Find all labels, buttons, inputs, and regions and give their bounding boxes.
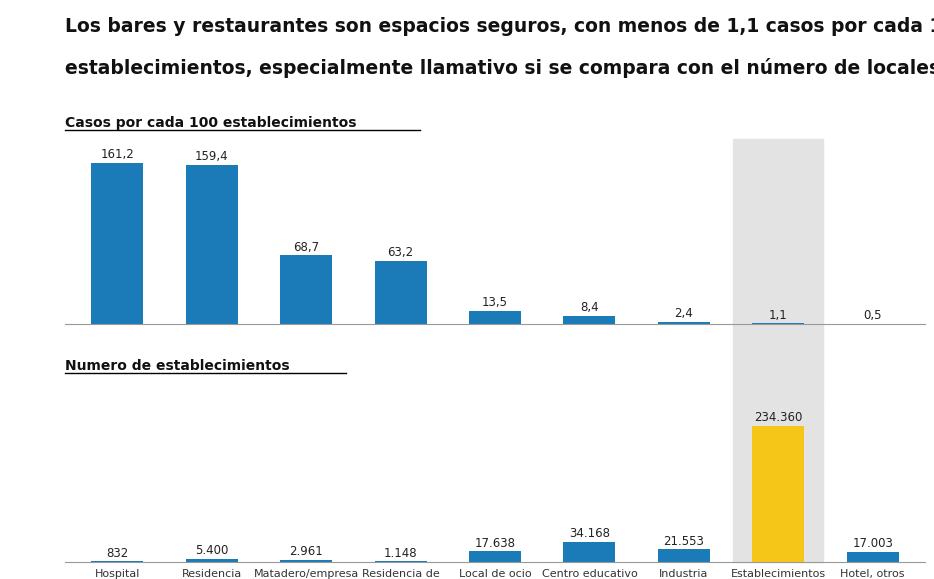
- Bar: [752, 323, 804, 324]
- Bar: [563, 316, 616, 324]
- Bar: [563, 542, 616, 562]
- Text: 8,4: 8,4: [580, 301, 599, 314]
- Text: 1.148: 1.148: [384, 547, 417, 559]
- Text: 13,5: 13,5: [482, 296, 508, 309]
- Text: 234.360: 234.360: [754, 412, 802, 424]
- Bar: [733, 405, 823, 562]
- Text: establecimientos, especialmente llamativo si se compara con el número de locales: establecimientos, especialmente llamativ…: [65, 58, 934, 78]
- Bar: [658, 322, 710, 324]
- Text: 161,2: 161,2: [101, 148, 134, 162]
- Text: 63,2: 63,2: [388, 247, 414, 259]
- Text: 21.553: 21.553: [663, 534, 704, 548]
- Bar: [847, 552, 899, 562]
- Bar: [280, 255, 333, 324]
- Bar: [752, 426, 804, 562]
- Text: 2.961: 2.961: [290, 545, 323, 559]
- Text: 159,4: 159,4: [195, 150, 229, 163]
- Bar: [733, 139, 823, 324]
- Text: Numero de establecimientos: Numero de establecimientos: [65, 359, 290, 373]
- Text: 832: 832: [106, 547, 129, 560]
- Bar: [186, 559, 238, 562]
- Bar: [469, 551, 521, 562]
- Text: 34.168: 34.168: [569, 527, 610, 540]
- Text: 5.400: 5.400: [195, 544, 229, 557]
- Text: 17.638: 17.638: [474, 537, 516, 550]
- Text: Casos por cada 100 establecimientos: Casos por cada 100 establecimientos: [65, 116, 357, 130]
- Bar: [280, 560, 333, 562]
- Text: 2,4: 2,4: [674, 307, 693, 320]
- Text: Los bares y restaurantes son espacios seguros, con menos de 1,1 casos por cada 1: Los bares y restaurantes son espacios se…: [65, 17, 934, 36]
- Text: 0,5: 0,5: [863, 309, 882, 323]
- Bar: [469, 311, 521, 324]
- Bar: [375, 561, 427, 562]
- Bar: [92, 163, 143, 324]
- Text: 68,7: 68,7: [293, 241, 319, 254]
- Text: 1,1: 1,1: [769, 309, 787, 322]
- Bar: [186, 164, 238, 324]
- Bar: [375, 261, 427, 324]
- Bar: [658, 549, 710, 562]
- Text: 17.003: 17.003: [853, 537, 893, 550]
